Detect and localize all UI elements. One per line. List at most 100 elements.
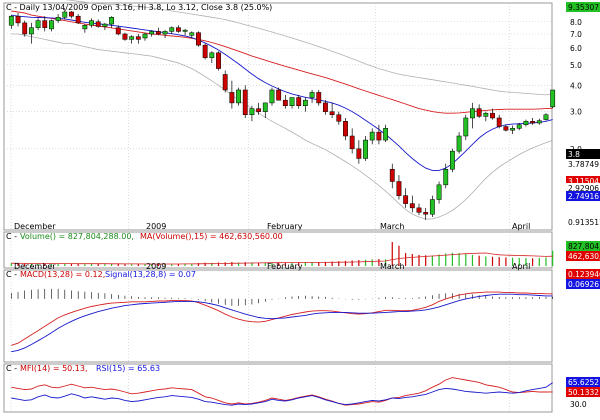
volume-bar <box>258 262 260 266</box>
candle-body <box>109 17 115 25</box>
rsi-header-prefix: C - <box>6 364 17 373</box>
price-header: C - Daily 13/04/2009 Open 3.16, Hi 3.8, … <box>6 3 272 12</box>
volume-bar <box>24 263 26 266</box>
volume-bar <box>358 260 360 266</box>
rsi-header-mfi: MFI(14) = 50.13, <box>20 364 88 373</box>
candle-body <box>22 22 28 35</box>
rsi-axis-badge: 65.6252 <box>568 378 599 387</box>
candle-body <box>222 74 228 91</box>
volume-bar <box>498 257 500 266</box>
candle-body <box>169 27 175 32</box>
volume-bar <box>177 263 180 266</box>
candle-body <box>82 25 88 30</box>
volume-bar <box>331 261 333 266</box>
candle-body <box>536 120 542 124</box>
volume-bar <box>171 263 173 266</box>
candle-body <box>456 135 462 152</box>
candle-body <box>75 15 81 24</box>
macd-header-value: MACD(13,28) = 0.12, <box>20 270 105 279</box>
candle-body <box>28 27 34 35</box>
price-axis-badge-bg <box>566 217 600 227</box>
candle-body <box>256 108 262 112</box>
moving-averages <box>11 10 553 171</box>
candle-body <box>216 52 221 69</box>
candle-body <box>396 181 402 196</box>
volume-bar <box>318 262 320 266</box>
candle-body <box>162 31 168 35</box>
rsi-ytick-label: 30.0 <box>570 400 587 409</box>
rsi-line <box>11 382 553 406</box>
candle-body <box>403 195 409 204</box>
candle-body <box>189 32 195 36</box>
candle-body <box>316 92 322 104</box>
price-panel <box>3 2 553 231</box>
volume-bar <box>64 263 66 266</box>
candle-body <box>530 121 536 124</box>
signal-line <box>11 293 553 353</box>
candle-body <box>436 184 442 200</box>
volume-xaxis-label-december: December <box>14 262 56 271</box>
macd-axis-badge: 0.0692611 <box>568 280 600 289</box>
volume-bar <box>224 262 226 266</box>
volume-bar <box>104 264 106 266</box>
volume-bar <box>518 257 520 266</box>
volume-bar <box>485 256 487 266</box>
volume-bar <box>298 262 300 266</box>
volume-header-prefix: C - <box>6 232 17 241</box>
candle-body <box>343 121 348 137</box>
volume-bar <box>251 262 253 266</box>
candlesticks <box>8 8 556 220</box>
rsi-header-rsi: RSI(15) = 65.63 <box>96 364 160 373</box>
volume-bar <box>284 262 286 266</box>
candle-body <box>543 114 549 120</box>
volume-bar <box>97 263 99 266</box>
upper-band-line <box>65 0 553 96</box>
volume-bar <box>70 263 73 266</box>
volume-bar <box>478 255 480 266</box>
volume-bar <box>552 250 554 266</box>
candle-body <box>62 11 68 18</box>
candle-body <box>490 112 495 119</box>
volume-bar <box>90 263 93 266</box>
price-axis-badge-bg <box>566 2 600 12</box>
volume-bar <box>525 258 527 266</box>
volume-bar <box>471 254 474 266</box>
volume-xaxis-label-march: March <box>380 262 404 271</box>
volume-bar <box>545 257 547 266</box>
candle-body <box>122 33 128 40</box>
price-axis-badge: 2.92906 <box>568 184 599 193</box>
candle-body <box>329 111 335 116</box>
macd-line <box>11 291 553 346</box>
volume-xaxis-label-april: April <box>512 262 530 271</box>
volume-bar <box>538 257 540 266</box>
volume-bar <box>110 263 113 266</box>
candle-body <box>102 23 108 27</box>
candle-body <box>55 17 61 21</box>
price-ytick-label: 5.0 <box>570 61 582 70</box>
volume-bar <box>505 257 507 266</box>
volume-bar <box>124 264 126 266</box>
price-ytick-label: 8.0 <box>570 18 582 27</box>
volume-bar <box>405 253 407 266</box>
candle-body <box>323 102 328 112</box>
candle-body <box>516 124 522 129</box>
volume-bar <box>191 263 193 266</box>
volume-bar <box>431 255 433 266</box>
candle-body <box>69 11 74 17</box>
candle-body <box>496 117 502 127</box>
candle-body <box>129 36 135 40</box>
volume-bar <box>491 256 494 266</box>
candle-body <box>89 20 94 26</box>
candle-body <box>510 128 515 131</box>
price-axis-badge: 3.78749 <box>568 160 599 169</box>
macd-header-signal: Signal(13,28,8) = 0.07 <box>105 270 196 279</box>
volume-bar <box>511 257 514 266</box>
candle-body <box>503 126 509 131</box>
price-axis-badge: 2.74916 <box>568 192 599 201</box>
volume-bar <box>304 262 306 266</box>
lower-band-line <box>11 33 553 220</box>
macd-axis-badge-bg <box>566 279 600 289</box>
volume-bar <box>371 259 373 266</box>
